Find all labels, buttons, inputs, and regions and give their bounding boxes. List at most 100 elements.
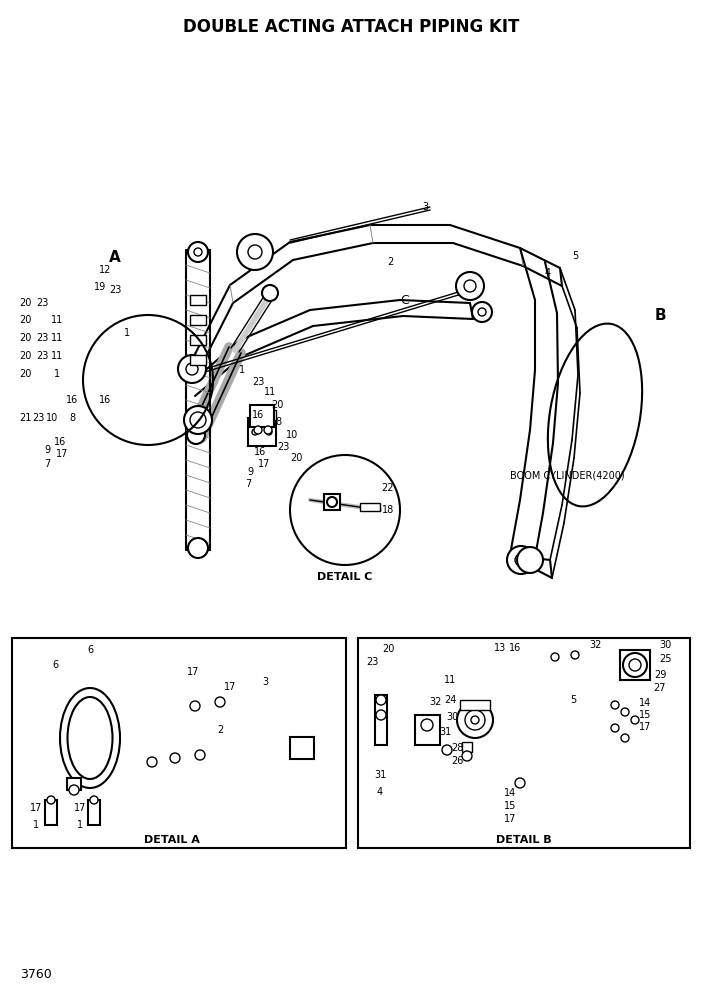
- Text: 23: 23: [36, 333, 48, 343]
- Text: DETAIL A: DETAIL A: [144, 835, 200, 845]
- Circle shape: [254, 426, 262, 434]
- Text: 17: 17: [258, 459, 270, 469]
- Text: 31: 31: [374, 770, 386, 780]
- Text: 32: 32: [430, 697, 442, 707]
- Text: 3: 3: [262, 677, 268, 687]
- Text: 7: 7: [245, 479, 251, 489]
- Circle shape: [248, 245, 262, 259]
- Text: 27: 27: [654, 683, 666, 693]
- Bar: [190, 335, 206, 345]
- Text: 30: 30: [446, 712, 458, 722]
- Text: 17: 17: [74, 803, 86, 813]
- Text: 20: 20: [19, 333, 31, 343]
- Circle shape: [264, 426, 272, 434]
- Text: 23: 23: [366, 657, 378, 667]
- Text: 17: 17: [56, 449, 68, 459]
- Bar: [248, 418, 276, 446]
- Text: 23: 23: [32, 413, 44, 423]
- Text: 1: 1: [239, 365, 245, 375]
- Circle shape: [184, 406, 212, 434]
- Text: 5: 5: [572, 251, 578, 261]
- Text: 17: 17: [639, 722, 651, 732]
- Text: 25: 25: [658, 654, 671, 664]
- Circle shape: [623, 653, 647, 677]
- Text: 11: 11: [444, 675, 456, 685]
- Text: DETAIL C: DETAIL C: [317, 572, 373, 582]
- Circle shape: [611, 701, 619, 709]
- Text: 5: 5: [570, 695, 576, 705]
- Text: 19: 19: [94, 282, 106, 292]
- Text: 20: 20: [290, 453, 302, 463]
- Text: 8: 8: [69, 413, 75, 423]
- Bar: [324, 494, 340, 510]
- Circle shape: [472, 302, 492, 322]
- Text: 11: 11: [51, 333, 63, 343]
- Circle shape: [376, 710, 386, 720]
- Bar: [190, 315, 206, 325]
- Text: 16: 16: [99, 395, 111, 405]
- Text: 6: 6: [52, 660, 58, 670]
- Circle shape: [290, 455, 400, 565]
- Ellipse shape: [60, 688, 120, 788]
- Circle shape: [376, 695, 386, 705]
- Circle shape: [462, 751, 472, 761]
- Text: 20: 20: [19, 298, 31, 308]
- Text: 11: 11: [51, 315, 63, 325]
- Text: 30: 30: [659, 640, 671, 650]
- Circle shape: [188, 538, 208, 558]
- Text: 11: 11: [264, 387, 276, 397]
- Circle shape: [188, 242, 208, 262]
- Text: 32: 32: [589, 640, 601, 650]
- Text: 24: 24: [444, 695, 456, 705]
- Circle shape: [190, 412, 206, 428]
- Bar: [45, 800, 57, 825]
- Bar: [67, 778, 81, 790]
- Circle shape: [147, 757, 157, 767]
- Circle shape: [515, 778, 525, 788]
- Text: 9: 9: [44, 445, 50, 455]
- Text: 17: 17: [29, 803, 42, 813]
- Text: 18: 18: [382, 505, 394, 515]
- Text: 6: 6: [87, 645, 93, 655]
- Circle shape: [170, 753, 180, 763]
- Circle shape: [471, 716, 479, 724]
- Text: 20: 20: [19, 369, 31, 379]
- Circle shape: [237, 234, 273, 270]
- Circle shape: [515, 554, 527, 566]
- Bar: [460, 700, 490, 710]
- Text: 20: 20: [271, 400, 283, 410]
- Text: 1: 1: [77, 820, 83, 830]
- Text: 26: 26: [451, 756, 463, 766]
- Bar: [250, 405, 274, 427]
- Bar: [360, 503, 380, 511]
- Circle shape: [90, 796, 98, 804]
- Text: 29: 29: [654, 670, 666, 680]
- Text: 16: 16: [54, 437, 66, 447]
- Text: B: B: [654, 308, 665, 322]
- Circle shape: [195, 750, 205, 760]
- Circle shape: [442, 745, 452, 755]
- Text: 10: 10: [46, 413, 58, 423]
- Text: 4: 4: [377, 787, 383, 797]
- Circle shape: [611, 724, 619, 732]
- Circle shape: [178, 355, 206, 383]
- Ellipse shape: [67, 697, 112, 779]
- Text: 10: 10: [286, 430, 298, 440]
- Text: 16: 16: [509, 643, 521, 653]
- Text: 23: 23: [109, 285, 121, 295]
- Text: 23: 23: [36, 298, 48, 308]
- Text: 23: 23: [252, 377, 264, 387]
- Circle shape: [456, 272, 484, 300]
- Bar: [462, 742, 472, 752]
- Text: 22: 22: [382, 483, 395, 493]
- Circle shape: [215, 697, 225, 707]
- Bar: [375, 695, 387, 745]
- Text: 1: 1: [33, 820, 39, 830]
- Text: 15: 15: [639, 710, 651, 720]
- Circle shape: [517, 547, 543, 573]
- Text: 23: 23: [277, 442, 289, 452]
- Bar: [620, 650, 650, 680]
- Circle shape: [629, 659, 641, 671]
- Circle shape: [571, 651, 579, 659]
- Text: DOUBLE ACTING ATTACH PIPING KIT: DOUBLE ACTING ATTACH PIPING KIT: [183, 18, 519, 36]
